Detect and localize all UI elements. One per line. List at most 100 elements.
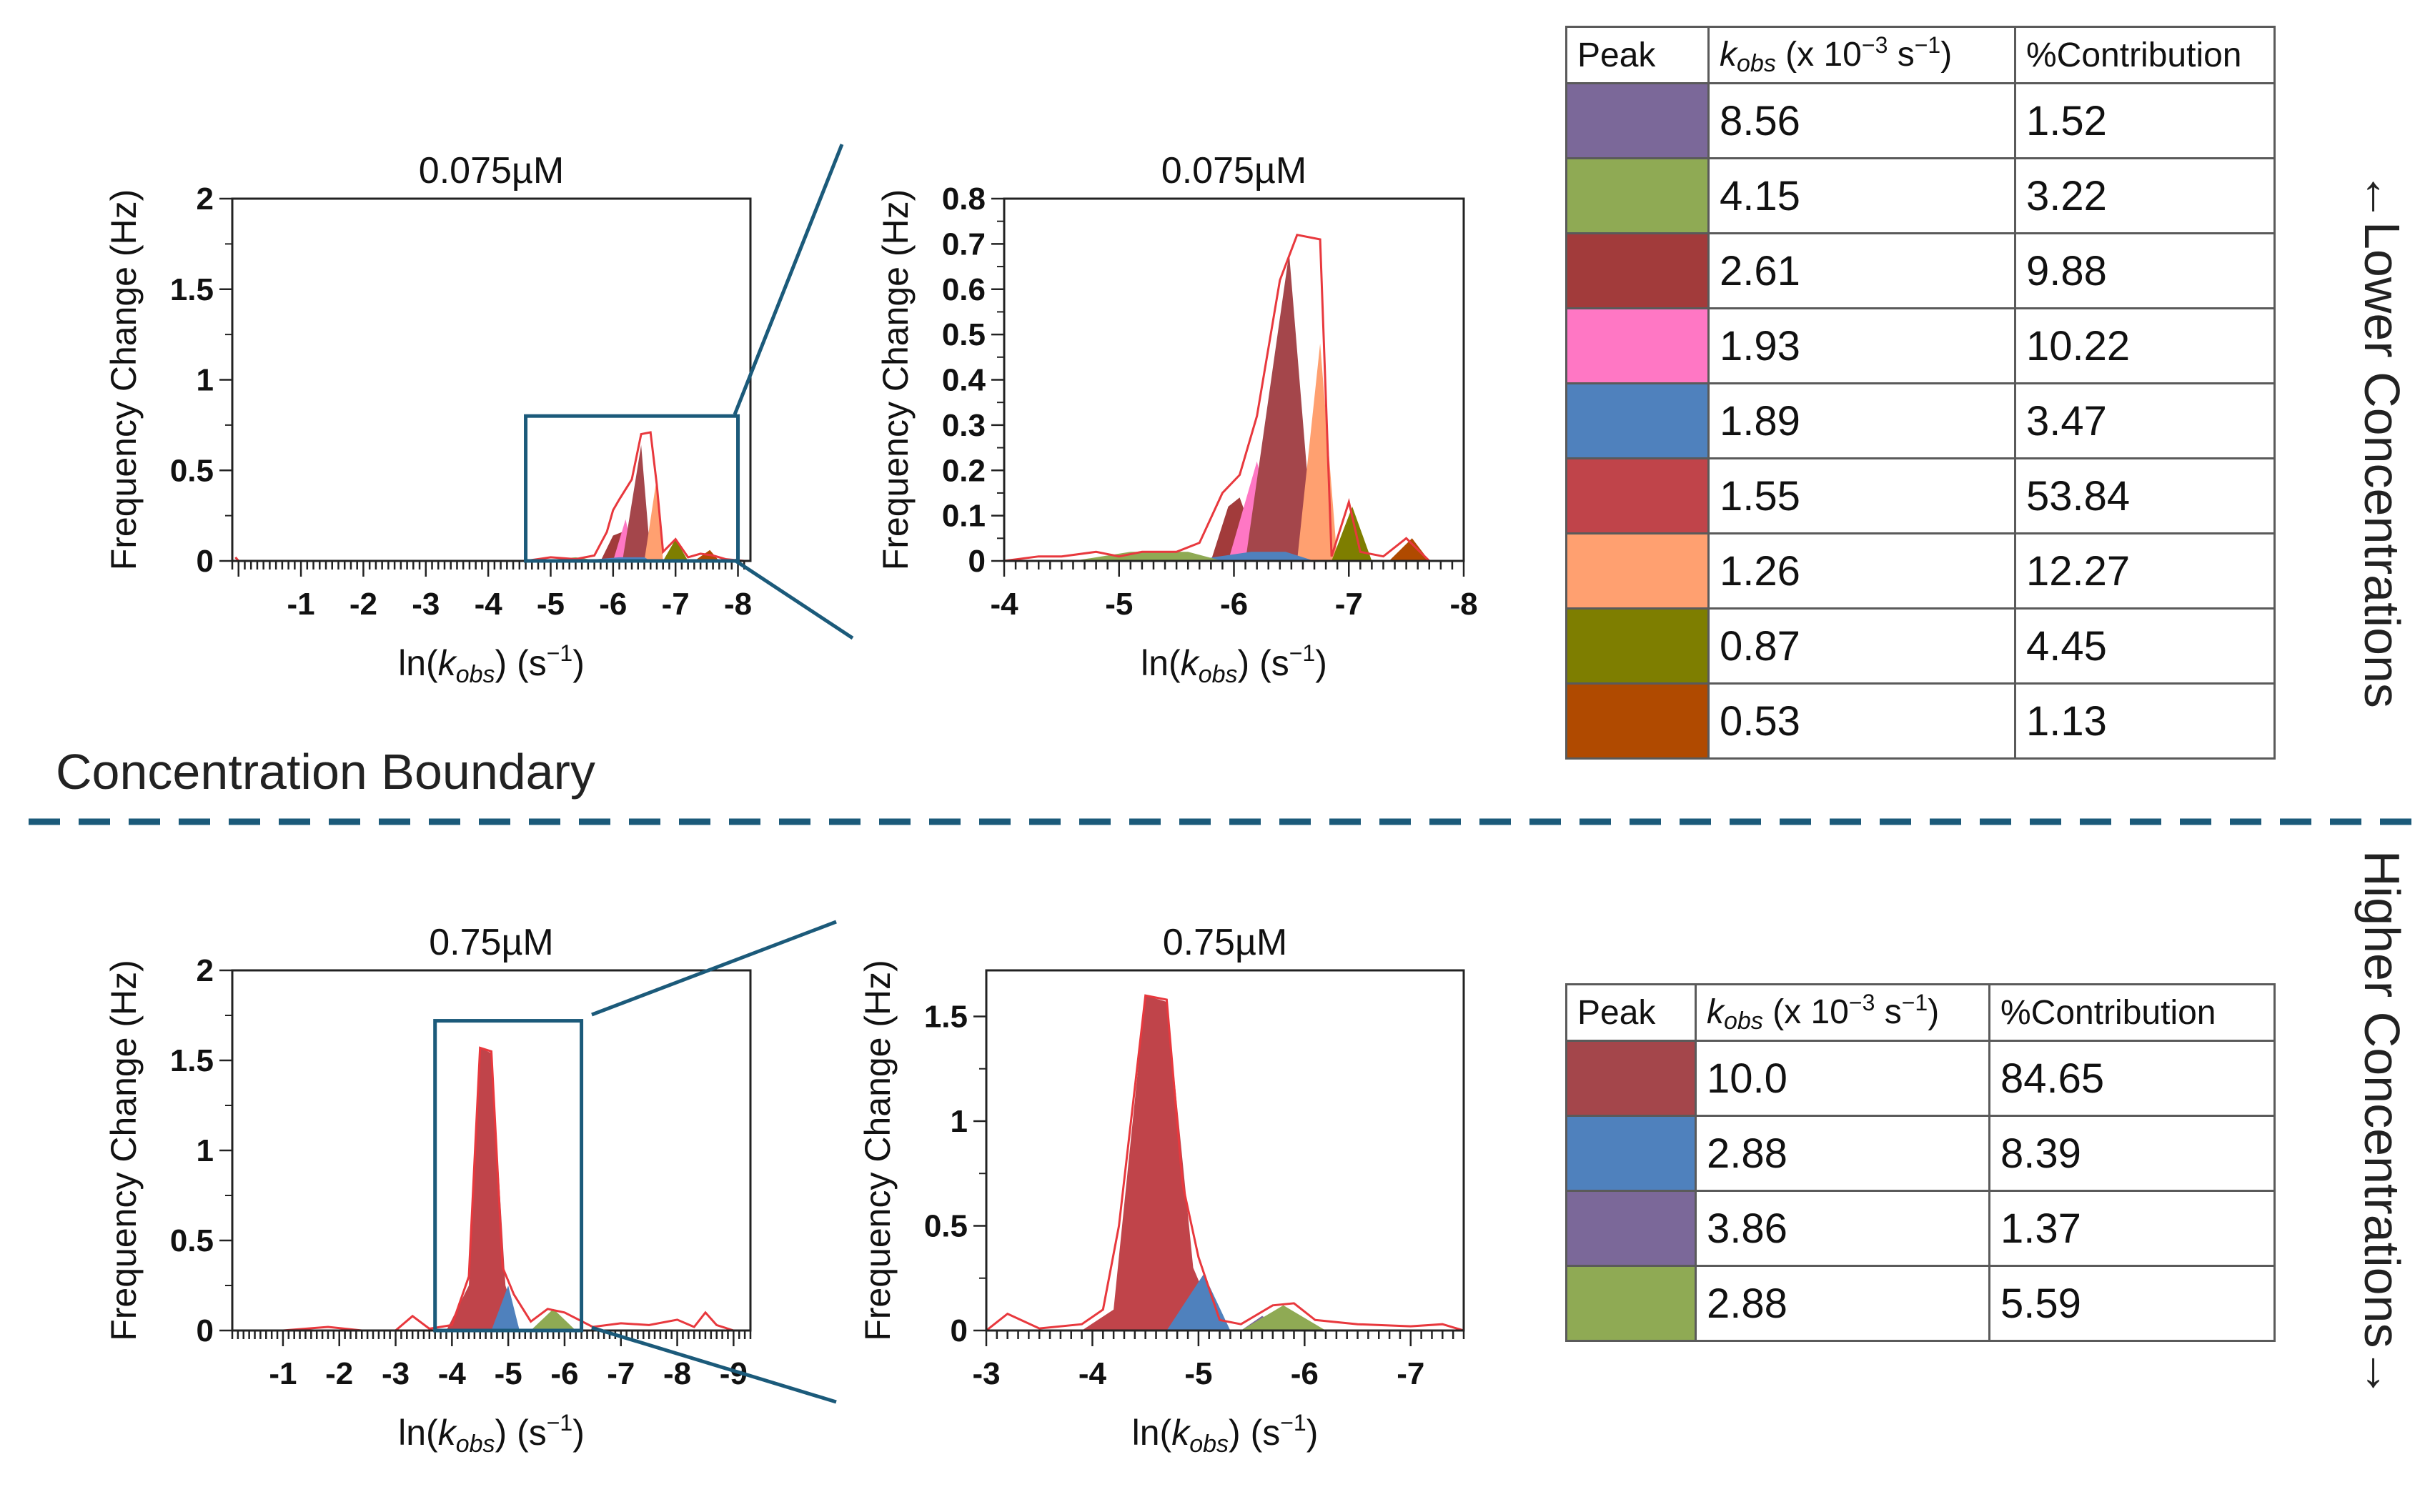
x-tick-label: -3	[972, 1356, 1000, 1391]
contribution-value: 12.27	[2014, 532, 2276, 610]
kobs-value: 0.87	[1707, 607, 2016, 685]
table-row: 1.89 3.47	[1565, 382, 2276, 459]
table-row: 2.88 5.59	[1565, 1265, 2276, 1342]
kobs-value: 1.26	[1707, 532, 2016, 610]
x-axis-label: ln(kobs) (s−1)	[1141, 640, 1327, 688]
header-peak: Peak	[1565, 26, 1710, 84]
kobs-value: 2.88	[1695, 1265, 1990, 1342]
y-tick-label: 0	[197, 1313, 214, 1348]
y-tick-label: 1.5	[170, 272, 214, 307]
y-tick-label: 0	[951, 1313, 968, 1348]
chart-title: 0.75µM	[1163, 922, 1287, 963]
table-row: 0.53 1.13	[1565, 682, 2276, 760]
y-tick-label: 0.4	[942, 363, 986, 398]
kobs-value: 3.86	[1695, 1190, 1990, 1267]
x-tick-label: -1	[287, 587, 315, 622]
peak-color-swatch	[1565, 232, 1710, 309]
x-tick-label: -7	[1335, 587, 1363, 622]
x-tick-label: -7	[1397, 1356, 1424, 1391]
peak-area	[491, 1285, 520, 1331]
chart-title: 0.075µM	[419, 150, 564, 192]
chart-title: 0.075µM	[1161, 150, 1306, 192]
zoom-connector-bottom-high	[591, 1326, 837, 1404]
y-tick-label: 0	[197, 544, 214, 579]
x-tick-label: -2	[349, 587, 377, 622]
peak-color-swatch	[1565, 1190, 1697, 1267]
zoom-connector-top-high	[591, 920, 837, 1017]
peak-area	[1245, 253, 1314, 561]
zoom-connector-bottom-low	[733, 558, 854, 640]
y-tick-label: 0.6	[942, 272, 986, 307]
lower-concentrations-label: ←Lower Concentrations	[2354, 171, 2410, 708]
x-tick-label: -8	[1449, 587, 1477, 622]
y-tick-label: 1.5	[924, 999, 968, 1034]
table-row: 2.88 8.39	[1565, 1115, 2276, 1192]
peak-area	[1073, 552, 1223, 561]
y-tick-label: 0.8	[942, 181, 986, 217]
contribution-value: 3.22	[2014, 157, 2276, 234]
kobs-value: 1.89	[1707, 382, 2016, 459]
y-tick-label: 0.5	[924, 1208, 968, 1243]
y-tick-label: 0.5	[942, 317, 986, 352]
chart-low-zoom: -4 -5 -6 -7 -8 0 0.1 0.2 0.3 0.4 0.5 0.6 0.7 0.8 0.075…	[876, 150, 1478, 688]
peak-color-swatch	[1565, 307, 1710, 384]
peak-color-swatch	[1565, 1040, 1697, 1117]
kobs-value: 4.15	[1707, 157, 2016, 234]
contribution-value: 9.88	[2014, 232, 2276, 309]
y-tick-label: 0.7	[942, 227, 986, 262]
header-kobs: kobs (x 10−3 s−1)	[1695, 983, 1990, 1042]
y-tick-label: 0	[968, 544, 986, 579]
peak-area	[1332, 507, 1372, 561]
x-tick-label: -6	[599, 587, 627, 622]
zoom-box	[433, 1019, 584, 1333]
kobs-value: 0.53	[1707, 682, 2016, 760]
x-axis-label: ln(kobs) (s−1)	[398, 1410, 585, 1458]
y-axis-label: Frequency Change (Hz)	[104, 960, 144, 1341]
y-axis-label: Frequency Change (Hz)	[104, 189, 144, 571]
table-row: 2.61 9.88	[1565, 232, 2276, 309]
header-kobs: kobs (x 10−3 s−1)	[1707, 26, 2016, 84]
y-tick-label: 2	[197, 953, 214, 988]
header-contribution: %Contribution	[2014, 26, 2276, 84]
contribution-value: 5.59	[1988, 1265, 2276, 1342]
contribution-value: 4.45	[2014, 607, 2276, 685]
kobs-value: 2.88	[1695, 1115, 1990, 1192]
x-tick-label: -3	[382, 1356, 410, 1391]
x-tick-label: -8	[724, 587, 752, 622]
contribution-value: 84.65	[1988, 1040, 2276, 1117]
peak-color-swatch	[1565, 82, 1710, 159]
x-tick-label: -3	[412, 587, 440, 622]
table-row: 1.26 12.27	[1565, 532, 2276, 610]
x-tick-label: -7	[662, 587, 690, 622]
peak-area	[622, 444, 651, 561]
x-tick-label: -1	[269, 1356, 297, 1391]
peak-color-swatch	[1565, 532, 1710, 610]
concentration-boundary-label: Concentration Boundary	[56, 744, 595, 800]
y-tick-label: 0.1	[942, 499, 986, 534]
peak-color-swatch	[1565, 457, 1710, 534]
table-row: 0.87 4.45	[1565, 607, 2276, 685]
y-tick-label: 2	[197, 181, 214, 217]
table-row: 10.0 84.65	[1565, 1040, 2276, 1117]
header-peak: Peak	[1565, 983, 1697, 1042]
chart-high-full: -1 -2 -3 -4 -5 -6 -7 -8 -900.511.520.75µMFrequen…	[104, 922, 752, 1458]
x-tick-label: -7	[607, 1356, 635, 1391]
kobs-value: 2.61	[1707, 232, 2016, 309]
x-tick-label: -4	[1078, 1356, 1107, 1391]
peak-area	[1166, 1273, 1231, 1331]
chart-high-zoom: -3 -4 -5 -6 -7 0 0.5 1 1.5 0.75µM Frequency Change…	[858, 922, 1465, 1458]
table-row: 1.55 53.84	[1565, 457, 2276, 534]
peak-table-higher: Peak kobs (x 10−3 s−1) %Contribution 10.0 84…	[1565, 983, 2276, 1342]
zoom-connector-top-low	[733, 144, 844, 415]
peak-area	[530, 1308, 576, 1331]
envelope-line	[1003, 233, 1464, 562]
peak-area	[1296, 343, 1338, 561]
x-tick-label: -4	[438, 1356, 467, 1391]
kobs-value: 8.56	[1707, 82, 2016, 159]
x-axis-label: ln(kobs) (s−1)	[398, 640, 585, 688]
peak-color-swatch	[1565, 607, 1710, 685]
peak-table-lower: Peak kobs (x 10−3 s−1) %Contribution 8.56 1.…	[1565, 26, 2276, 760]
y-tick-label: 0.5	[170, 453, 214, 488]
